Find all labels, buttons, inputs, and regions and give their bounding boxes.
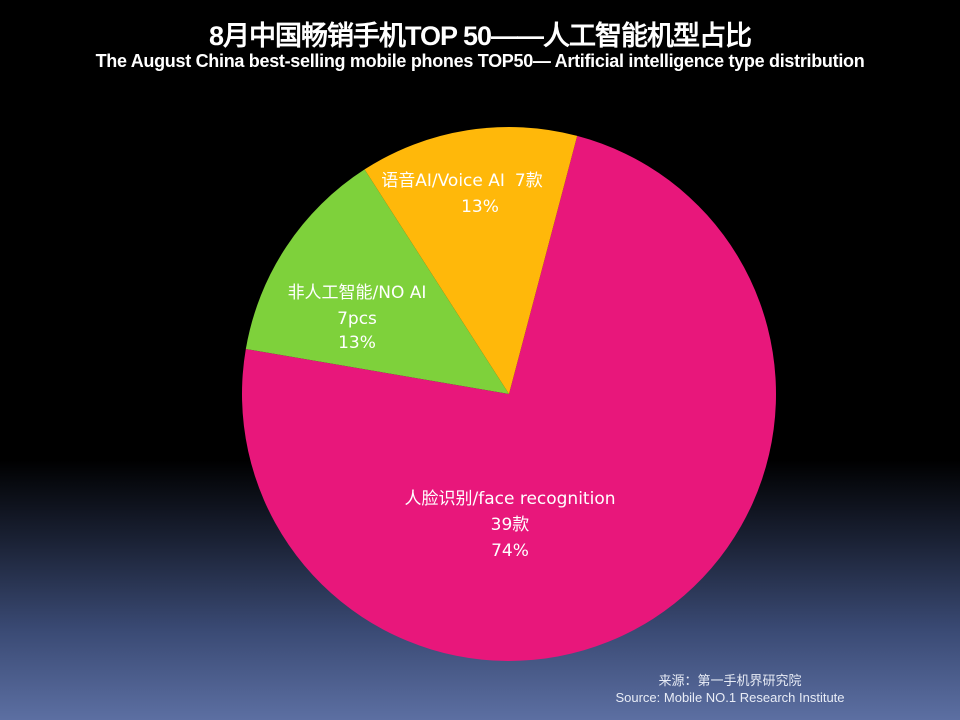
chart-subtitle: The August China best-selling mobile pho… [95, 51, 865, 71]
label-noai-percent: 13% [338, 333, 376, 353]
label-face-name: 人脸识别/face recognition [404, 489, 615, 509]
label-face-count: 39款 [491, 515, 530, 535]
chart-title: 8月中国畅销手机TOP 50——人工智能机型占比 [208, 21, 752, 51]
label-noai-count: 7pcs [337, 309, 377, 329]
source-note: 来源：第一手机界研究院 Source: Mobile NO.1 Research… [580, 672, 880, 706]
slice-voice-ai [364, 126, 578, 394]
slice-no-ai [245, 169, 509, 394]
source-en: Source: Mobile NO.1 Research Institute [615, 690, 845, 705]
label-face-percent: 74% [491, 541, 529, 561]
label-noai-name: 非人工智能/NO AI [288, 283, 427, 303]
slice-face-recognition [241, 135, 777, 662]
label-voice-name: 语音AI/Voice AI 7款 [381, 171, 543, 191]
label-voice-percent: 13% [461, 197, 499, 217]
source-cn: 来源：第一手机界研究院 [658, 673, 802, 688]
